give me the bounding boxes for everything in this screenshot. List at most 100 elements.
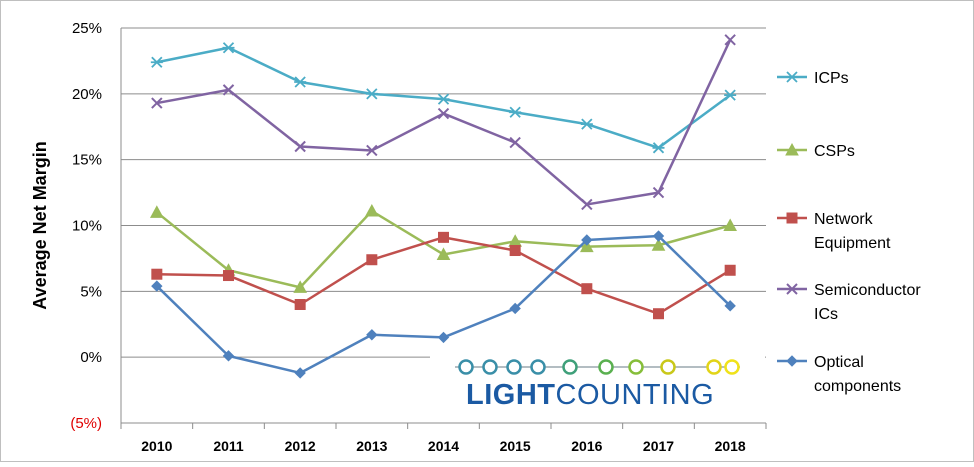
x-tick-label: 2013 — [356, 438, 387, 454]
data-point — [364, 203, 379, 217]
data-point — [222, 42, 235, 54]
y-tick-label: 20% — [72, 86, 102, 103]
data-point — [581, 283, 593, 295]
x-axis: 2010 2011 2012 2013 2014 2015 2016 2017 2018 — [120, 28, 767, 454]
legend: ICPs CSPs Network Equipment Semiconductor ICs… — [777, 70, 921, 395]
data-point — [437, 93, 450, 105]
data-point — [151, 268, 163, 280]
data-point — [509, 136, 521, 149]
data-point — [652, 230, 665, 242]
x-tick-label: 2018 — [715, 438, 746, 454]
y-tick-label: 5% — [80, 283, 102, 300]
y-tick-label: (5%) — [70, 415, 102, 432]
data-point — [652, 186, 665, 199]
x-tick-label: 2011 — [213, 438, 244, 454]
data-point — [652, 142, 665, 154]
legend-item: Semiconductor ICs — [777, 282, 921, 323]
series-icps — [150, 42, 737, 154]
legend-item: CSPs — [777, 142, 855, 160]
data-point — [222, 350, 235, 362]
legend-label: Semiconductor — [814, 282, 921, 299]
legend-label: Network — [814, 211, 874, 228]
data-point — [294, 140, 306, 153]
data-point — [509, 302, 521, 315]
legend-label: Optical — [814, 354, 864, 371]
logo-dot — [482, 359, 498, 375]
data-point — [366, 329, 378, 341]
legend-item: Network Equipment — [777, 211, 891, 252]
data-series — [149, 34, 738, 379]
logo-dot — [706, 359, 722, 375]
logo-text-light-part: LIGHT — [466, 379, 556, 411]
legend-swatch-marker — [786, 212, 798, 224]
data-point — [365, 88, 378, 100]
data-point — [366, 144, 378, 157]
data-point — [438, 231, 449, 243]
series-optical-components — [151, 230, 736, 379]
x-tick-label: 2017 — [643, 438, 674, 454]
data-point — [724, 264, 736, 276]
data-point — [437, 331, 450, 344]
legend-swatch-marker — [785, 142, 799, 156]
y-tick-label: 25% — [72, 20, 102, 37]
data-point — [724, 89, 737, 101]
data-point — [651, 238, 666, 251]
y-tick-label: 0% — [80, 349, 102, 366]
data-point — [724, 300, 736, 312]
y-tick-label: 10% — [72, 218, 102, 235]
x-tick-label: 2014 — [428, 438, 459, 454]
data-point — [436, 247, 451, 260]
logo-text-counting-part: COUNTING — [556, 379, 715, 411]
logo-dot — [458, 359, 474, 375]
data-point — [580, 118, 593, 130]
data-point — [151, 97, 163, 109]
data-point — [437, 107, 450, 120]
legend-item: ICPs — [777, 70, 849, 87]
legend-label: components — [814, 378, 901, 395]
legend-swatch-marker — [786, 71, 798, 83]
series-network-equipment — [151, 231, 736, 320]
data-point — [294, 299, 306, 310]
logo-dot — [598, 359, 614, 375]
data-point — [293, 280, 308, 293]
logo-dot — [530, 359, 546, 375]
legend-label: ICPs — [814, 70, 849, 87]
logo-dot — [628, 359, 644, 375]
data-point — [223, 270, 234, 282]
logo-dot — [506, 359, 522, 375]
data-point — [294, 76, 307, 88]
logo-dot — [724, 359, 740, 375]
logo-dots — [455, 359, 740, 375]
x-tick-label: 2012 — [285, 438, 316, 454]
data-point — [149, 205, 164, 218]
logo-dot — [660, 359, 676, 375]
data-point — [294, 367, 306, 379]
data-point — [222, 84, 235, 96]
logo-dot — [562, 359, 578, 375]
lightcounting-logo: LIGHTCOUNTING — [430, 353, 765, 421]
y-tick-label: 15% — [72, 152, 102, 169]
logo-wordmark: LIGHTCOUNTING — [466, 379, 714, 411]
data-point — [509, 245, 521, 257]
legend-label: Equipment — [814, 235, 891, 252]
data-point — [150, 56, 163, 68]
legend-swatch-marker — [786, 355, 798, 367]
x-tick-label: 2010 — [141, 438, 172, 454]
legend-label: CSPs — [814, 143, 855, 160]
y-axis-label: Average Net Margin — [30, 141, 50, 309]
data-point — [579, 239, 594, 253]
data-point — [581, 234, 593, 246]
data-point — [581, 198, 593, 211]
y-axis-ticks: 25% 20% 15% 10% 5% 0% (5%) — [70, 20, 102, 432]
legend-item: Optical components — [777, 354, 901, 395]
data-point — [723, 218, 738, 231]
data-point — [653, 308, 664, 320]
legend-label: ICs — [814, 306, 838, 323]
x-tick-label: 2016 — [571, 438, 602, 454]
legend-swatch-marker — [786, 283, 798, 295]
data-point — [366, 254, 378, 266]
data-point — [509, 106, 522, 118]
data-point — [151, 280, 163, 292]
